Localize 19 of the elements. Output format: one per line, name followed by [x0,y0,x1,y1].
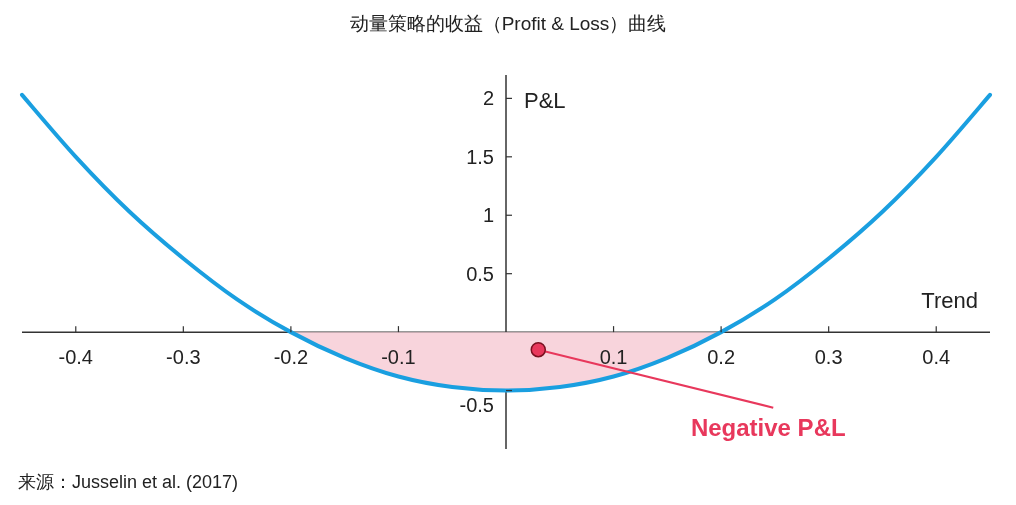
y-tick-label: -0.5 [459,393,494,416]
x-tick-label: 0.2 [707,346,736,369]
x-tick-label: -0.3 [166,346,201,369]
x-tick-label: -0.2 [273,346,309,369]
x-tick-label: -0.1 [381,346,416,369]
source-note: 来源：Jusselin et al. (2017) [18,472,239,492]
x-axis-title: Trend [921,288,978,314]
y-tick-label: 0.5 [466,262,494,285]
x-tick-label: -0.4 [58,346,94,369]
x-tick-label: 0.3 [814,346,843,369]
annotation: Negative P&L [690,413,846,441]
chart-title: 动量策略的收益（Profit & Loss）曲线 [349,13,667,34]
line-series [20,92,992,393]
y-tick-label: 1 [482,204,494,227]
x-tick-label: 0.4 [922,346,951,369]
x-tick-label: 0.1 [599,346,628,369]
y-axis-title: P&L [524,88,566,114]
y-tick-label: 1.5 [466,145,494,168]
y-tick-label: 2 [482,87,494,110]
